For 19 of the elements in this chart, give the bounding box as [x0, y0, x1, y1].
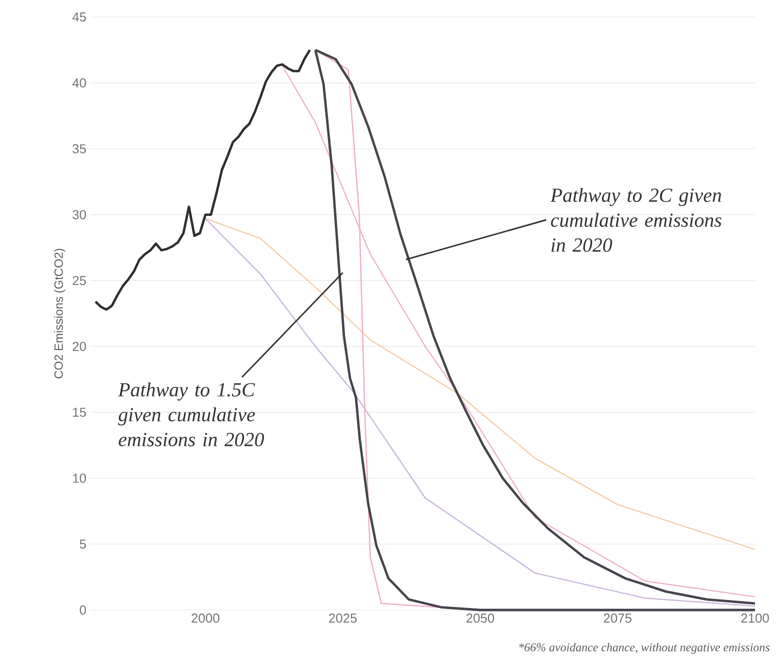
x-tick-label: 2000 [192, 614, 220, 623]
y-tick-label: 25 [72, 276, 86, 286]
y-axis-title: CO2 Emissions (GtCO2) [54, 248, 66, 378]
y-tick-label: 0 [80, 605, 86, 615]
text: *66% avoidance chance, without negative emissions [519, 642, 770, 654]
annotation: Pathway to 2C given cumulative emissions in 2020 [550, 188, 722, 252]
y-tick-label: 30 [72, 210, 86, 220]
y-tick-label: 5 [80, 540, 86, 549]
y-tick-label: 45 [72, 12, 86, 22]
y-tick-label: 20 [72, 342, 86, 352]
x-tick-label: 2075 [604, 614, 632, 623]
y-tick-label: 40 [72, 78, 86, 88]
x-tick-label: 2100 [741, 614, 769, 623]
y-tick-label: 35 [72, 144, 86, 154]
y-tick-label: 15 [73, 408, 86, 417]
x-tick-label: 2050 [466, 614, 494, 623]
annotation: Pathway to 1.5C given cumulative emissions in 2020 [118, 382, 264, 446]
x-tick-label: 2025 [329, 614, 357, 623]
y-tick-label: 10 [73, 474, 86, 483]
